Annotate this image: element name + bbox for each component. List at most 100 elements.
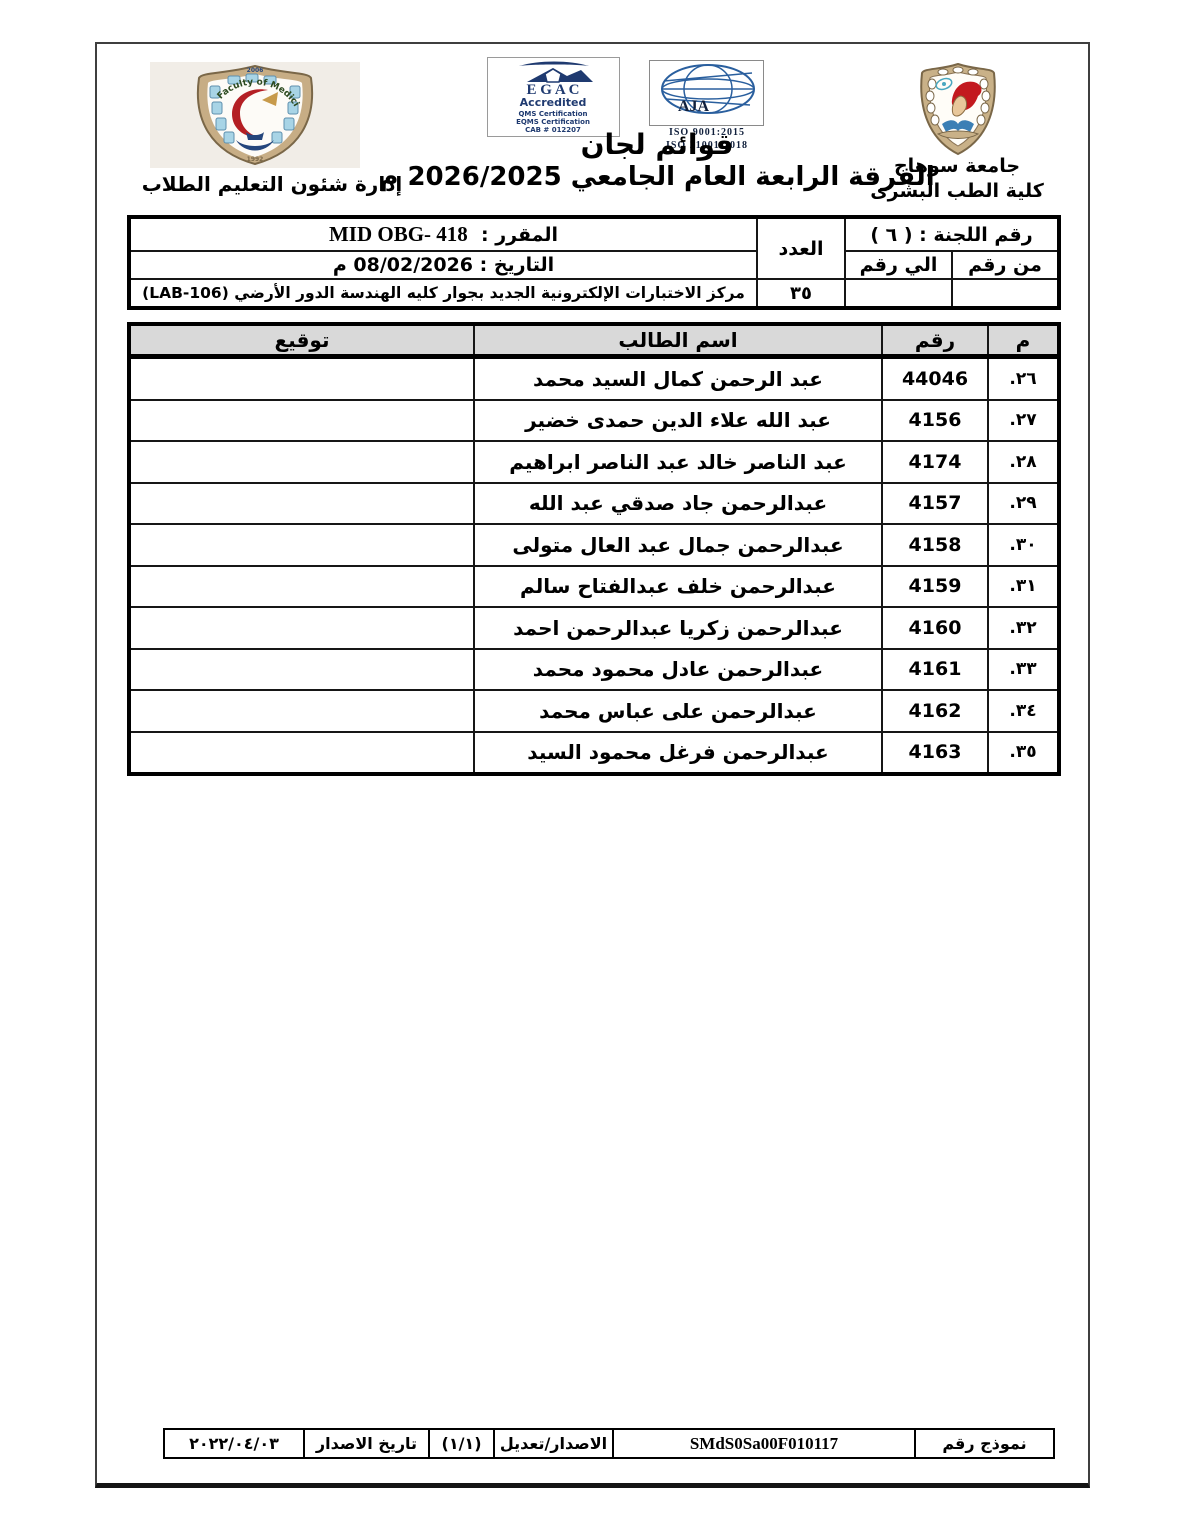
serial: ٣٣.: [987, 647, 1060, 691]
student-number: 4163: [881, 730, 989, 775]
page-subtitle: الفرقة الرابعة العام الجامعي 2026/2025 م: [379, 162, 935, 192]
signature-cell: [128, 564, 475, 608]
aja-globe-icon: AJA: [661, 64, 755, 115]
issue-date-label: تاريخ الاصدار: [303, 1428, 430, 1459]
student-name: عبدالرحمن خلف عبدالفتاح سالم: [473, 564, 883, 608]
student-name: عبد الرحمن كمال السيد محمد: [473, 355, 883, 401]
signature-cell: [128, 689, 475, 733]
university-name: جامعة سوهاج: [893, 155, 1021, 177]
egac-line3: CAB # 012207: [525, 126, 581, 134]
issue-label: الاصدار/تعديل: [493, 1428, 614, 1459]
footer-form-table: نموذج رقم SMdS0Sa00F010117 الاصدار/تعديل…: [163, 1428, 1055, 1459]
student-name: عبدالرحمن زكريا عبدالرحمن احمد: [473, 606, 883, 650]
aja-iso1: ISO 9001:2015: [668, 127, 746, 138]
table-row: ٣٠. 4158 عبدالرحمن جمال عبد العال متولى: [128, 523, 1060, 567]
university-name-block: جامعة سوهاج كلية الطب البشرى: [857, 154, 1057, 204]
faculty-year-top: 2006: [247, 67, 264, 74]
course-cell: المقرر : MID OBG- 418: [128, 216, 758, 252]
aja-logo: AJA: [649, 60, 764, 126]
serial: ٢٨.: [987, 440, 1060, 484]
col-serial: م: [987, 323, 1060, 359]
table-row: ٢٩. 4157 عبدالرحمن جاد صدقي عبد الله: [128, 481, 1060, 525]
table-row: ٣٥. 4163 عبدالرحمن فرغل محمود السيد: [128, 730, 1060, 775]
serial: ٣٠.: [987, 523, 1060, 567]
signature-cell: [128, 730, 475, 775]
form-number-label: نموذج رقم: [914, 1428, 1055, 1459]
egac-letters: E G A C: [527, 82, 580, 98]
table-row: ٣٣. 4161 عبدالرحمن عادل محمود محمد: [128, 647, 1060, 691]
egac-logo: E G A C Accredited QMS Certification EQM…: [487, 57, 620, 137]
students-table-header: م رقم اسم الطالب توقيع: [128, 323, 1060, 359]
exam-date-cell: التاريخ : 08/02/2026 م: [128, 250, 758, 280]
count-value-cell: ٣٥: [756, 278, 846, 309]
signature-cell: [128, 606, 475, 650]
student-name: عبدالرحمن على عباس محمد: [473, 689, 883, 733]
serial: ٢٩.: [987, 481, 1060, 525]
faculty-year-bottom: 1992: [247, 156, 264, 163]
col-number: رقم: [881, 323, 989, 359]
aja-iso2: ISO 21001:2018: [665, 140, 749, 151]
aja-letters: AJA: [678, 98, 710, 115]
signature-cell: [128, 647, 475, 691]
serial: ٢٧.: [987, 398, 1060, 442]
table-row: ٣١. 4159 عبدالرحمن خلف عبدالفتاح سالم: [128, 564, 1060, 608]
signature-cell: [128, 523, 475, 567]
student-name: عبدالرحمن عادل محمود محمد: [473, 647, 883, 691]
committee-info-table: رقم اللجنة : ( ٦ ) العدد المقرر : MID OB…: [127, 215, 1062, 310]
student-name: عبدالرحمن جاد صدقي عبد الله: [473, 481, 883, 525]
student-name: عبد الله علاء الدين حمدى خضير: [473, 398, 883, 442]
students-table: م رقم اسم الطالب توقيع ٢٦. 44046 عبد الرحم…: [127, 322, 1061, 776]
course-label: المقرر :: [481, 224, 559, 246]
egac-emblem-icon: E G A C Accredited QMS Certification EQM…: [516, 61, 593, 134]
student-number: 44046: [881, 355, 989, 401]
count-label-cell: العدد: [756, 216, 846, 280]
student-number: 4162: [881, 689, 989, 733]
col-name: اسم الطالب: [473, 323, 883, 359]
student-number: 4159: [881, 564, 989, 608]
serial: ٣٢.: [987, 606, 1060, 650]
egac-line1: QMS Certification: [518, 110, 587, 118]
page-title: قوائم لجان: [580, 128, 734, 161]
serial: ٢٦.: [987, 355, 1060, 401]
serial: ٣٥.: [987, 730, 1060, 775]
from-number-label: من رقم: [951, 250, 1061, 280]
egac-line2: EQMS Certification: [516, 118, 590, 126]
student-number: 4157: [881, 481, 989, 525]
form-code: SMdS0Sa00F010117: [612, 1428, 916, 1459]
table-row: ٢٧. 4156 عبد الله علاء الدين حمدى خضير: [128, 398, 1060, 442]
course-code: MID OBG- 418: [328, 222, 468, 246]
student-name: عبد الناصر خالد عبد الناصر ابراهيم: [473, 440, 883, 484]
student-number: 4174: [881, 440, 989, 484]
table-row: ٢٨. 4174 عبد الناصر خالد عبد الناصر ابراهي…: [128, 440, 1060, 484]
table-row: ٢٦. 44046 عبد الرحمن كمال السيد محمد: [128, 355, 1060, 401]
to-number-label: الي رقم: [843, 250, 954, 280]
student-number: 4158: [881, 523, 989, 567]
aja-iso-text: ISO 9001:2015 ISO 21001:2018: [637, 126, 777, 152]
col-signature: توقيع: [128, 323, 475, 359]
student-name: عبدالرحمن جمال عبد العال متولى: [473, 523, 883, 567]
to-number-value: [843, 278, 954, 309]
signature-cell: [128, 398, 475, 442]
student-number: 4161: [881, 647, 989, 691]
egac-accredited: Accredited: [520, 96, 587, 109]
sohag-shield-icon: [920, 62, 996, 156]
student-name: عبدالرحمن فرغل محمود السيد: [473, 730, 883, 775]
faculty-medicine-logo: Faculty of Medicine 2006 1992: [147, 55, 360, 168]
committee-number-cell: رقم اللجنة : ( ٦ ): [843, 216, 1061, 252]
page-frame: Faculty of Medicine 2006 1992 إدارة شئون…: [95, 42, 1090, 1488]
student-number: 4160: [881, 606, 989, 650]
exam-location-cell: مركز الاختبارات الإلكترونية الجديد بجوار…: [128, 278, 758, 309]
faculty-name: كلية الطب البشرى: [870, 180, 1044, 202]
from-number-value: [951, 278, 1061, 309]
issue-date-value: ٢٠٢٢/٠٤/٠٣: [163, 1428, 305, 1459]
signature-cell: [128, 355, 475, 401]
serial: ٣٤.: [987, 689, 1060, 733]
table-row: ٣٢. 4160 عبدالرحمن زكريا عبدالرحمن احمد: [128, 606, 1060, 650]
signature-cell: [128, 481, 475, 525]
student-number: 4156: [881, 398, 989, 442]
department-label: إدارة شئون التعليم الطلاب: [141, 172, 403, 196]
table-row: ٣٤. 4162 عبدالرحمن على عباس محمد: [128, 689, 1060, 733]
signature-cell: [128, 440, 475, 484]
issue-value: (١/١): [428, 1428, 495, 1459]
